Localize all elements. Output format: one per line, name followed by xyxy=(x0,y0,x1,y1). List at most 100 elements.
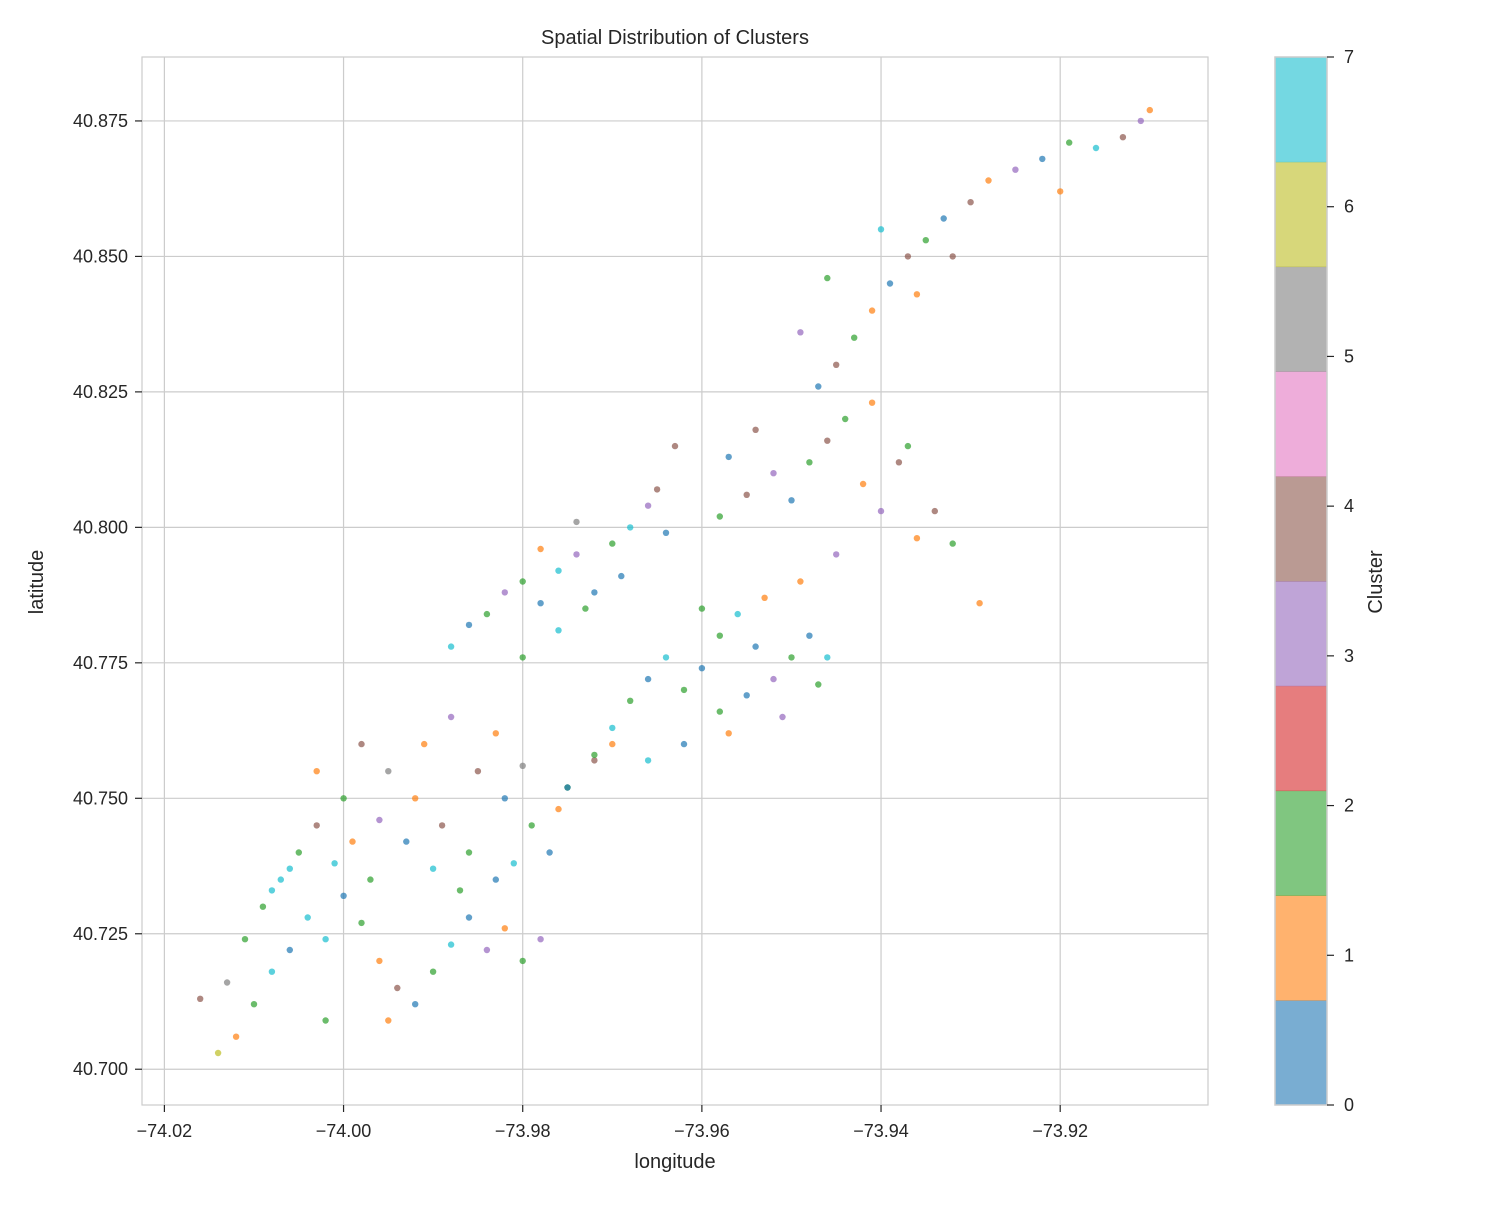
data-point xyxy=(223,979,231,986)
data-point xyxy=(671,442,679,450)
y-tick-label: 40.850 xyxy=(73,246,128,266)
data-point xyxy=(429,865,437,872)
data-point xyxy=(743,491,750,498)
data-point xyxy=(268,887,276,894)
data-point xyxy=(797,578,804,585)
data-point xyxy=(358,740,365,748)
data-point xyxy=(653,486,661,493)
data-point xyxy=(868,399,876,406)
data-point xyxy=(618,572,625,580)
data-point xyxy=(537,936,544,943)
data-point xyxy=(412,1001,419,1008)
data-point xyxy=(555,567,562,574)
data-point xyxy=(214,1049,222,1057)
plot-frame xyxy=(141,56,1209,1106)
data-point xyxy=(949,540,956,547)
data-point xyxy=(609,740,616,748)
data-point xyxy=(904,442,912,450)
data-point xyxy=(573,518,580,526)
data-point xyxy=(904,253,912,260)
data-point xyxy=(573,551,580,558)
data-point xyxy=(385,768,392,775)
data-point xyxy=(985,177,992,184)
x-tick-label: −73.96 xyxy=(674,1121,730,1141)
data-point xyxy=(967,199,974,206)
data-point xyxy=(268,968,276,975)
data-point xyxy=(761,594,768,601)
x-axis-label: longitude xyxy=(634,1151,715,1173)
data-point xyxy=(859,480,867,488)
data-point xyxy=(886,280,894,287)
data-point xyxy=(1057,188,1064,195)
x-tick-label: −74.00 xyxy=(316,1121,372,1141)
data-point xyxy=(644,757,652,764)
data-point xyxy=(286,946,293,954)
data-point xyxy=(877,507,885,515)
y-tick-label: 40.800 xyxy=(73,517,128,537)
data-point xyxy=(564,784,571,791)
data-point xyxy=(501,589,508,596)
data-point xyxy=(295,849,302,856)
data-point xyxy=(197,995,204,1002)
data-point xyxy=(519,654,526,661)
data-point xyxy=(456,887,464,894)
data-point xyxy=(1137,117,1145,125)
data-point xyxy=(806,459,813,466)
y-tick-label: 40.825 xyxy=(73,382,128,402)
data-point xyxy=(842,415,849,423)
data-point xyxy=(868,307,876,314)
data-point xyxy=(465,849,473,856)
x-tick-label: −73.98 xyxy=(495,1121,551,1141)
points-layer xyxy=(197,106,1154,1057)
data-point xyxy=(609,724,616,732)
data-point xyxy=(949,253,956,260)
data-point xyxy=(492,876,499,883)
data-point xyxy=(385,1017,392,1024)
data-point xyxy=(734,610,741,618)
colorbar-bin xyxy=(1275,57,1327,163)
data-point xyxy=(743,692,750,699)
data-point xyxy=(824,274,831,282)
data-point xyxy=(1039,155,1046,163)
data-point xyxy=(797,329,804,336)
data-point xyxy=(770,675,777,683)
data-point xyxy=(331,860,338,867)
data-point xyxy=(429,968,437,975)
data-point xyxy=(447,643,455,650)
data-point xyxy=(340,892,347,899)
data-point xyxy=(421,740,428,748)
data-point xyxy=(340,795,347,802)
colorbar-tick-label: 6 xyxy=(1344,197,1354,217)
data-point xyxy=(680,740,688,748)
x-tick-label: −74.02 xyxy=(137,1121,193,1141)
data-point xyxy=(322,936,329,943)
data-point xyxy=(752,643,759,650)
data-point xyxy=(940,215,947,222)
data-point xyxy=(662,654,670,661)
data-point xyxy=(833,361,840,368)
data-point xyxy=(447,713,455,721)
colorbar-bin xyxy=(1275,266,1327,372)
data-point xyxy=(877,226,885,233)
colorbar-bin xyxy=(1275,1000,1327,1106)
colorbar-tick-label: 5 xyxy=(1344,346,1354,366)
x-axis: −74.02 −74.00 −73.98 −73.96 −73.94 −73.92 xyxy=(137,1105,1088,1141)
data-point xyxy=(519,957,526,965)
data-point xyxy=(313,822,320,829)
colorbar-tick-label: 2 xyxy=(1344,796,1354,816)
data-point xyxy=(465,914,473,921)
data-point xyxy=(752,426,759,433)
data-point xyxy=(403,838,410,845)
data-point xyxy=(277,876,284,883)
y-tick-label: 40.875 xyxy=(73,111,128,131)
y-tick-label: 40.775 xyxy=(73,653,128,673)
colorbar-tick-label: 7 xyxy=(1344,47,1354,67)
data-point xyxy=(591,751,598,759)
data-point xyxy=(232,1033,240,1040)
colorbar-bin xyxy=(1275,476,1327,582)
data-point xyxy=(501,795,508,802)
data-point xyxy=(1092,144,1100,152)
data-point xyxy=(725,730,732,737)
x-tick-label: −73.92 xyxy=(1032,1121,1088,1141)
